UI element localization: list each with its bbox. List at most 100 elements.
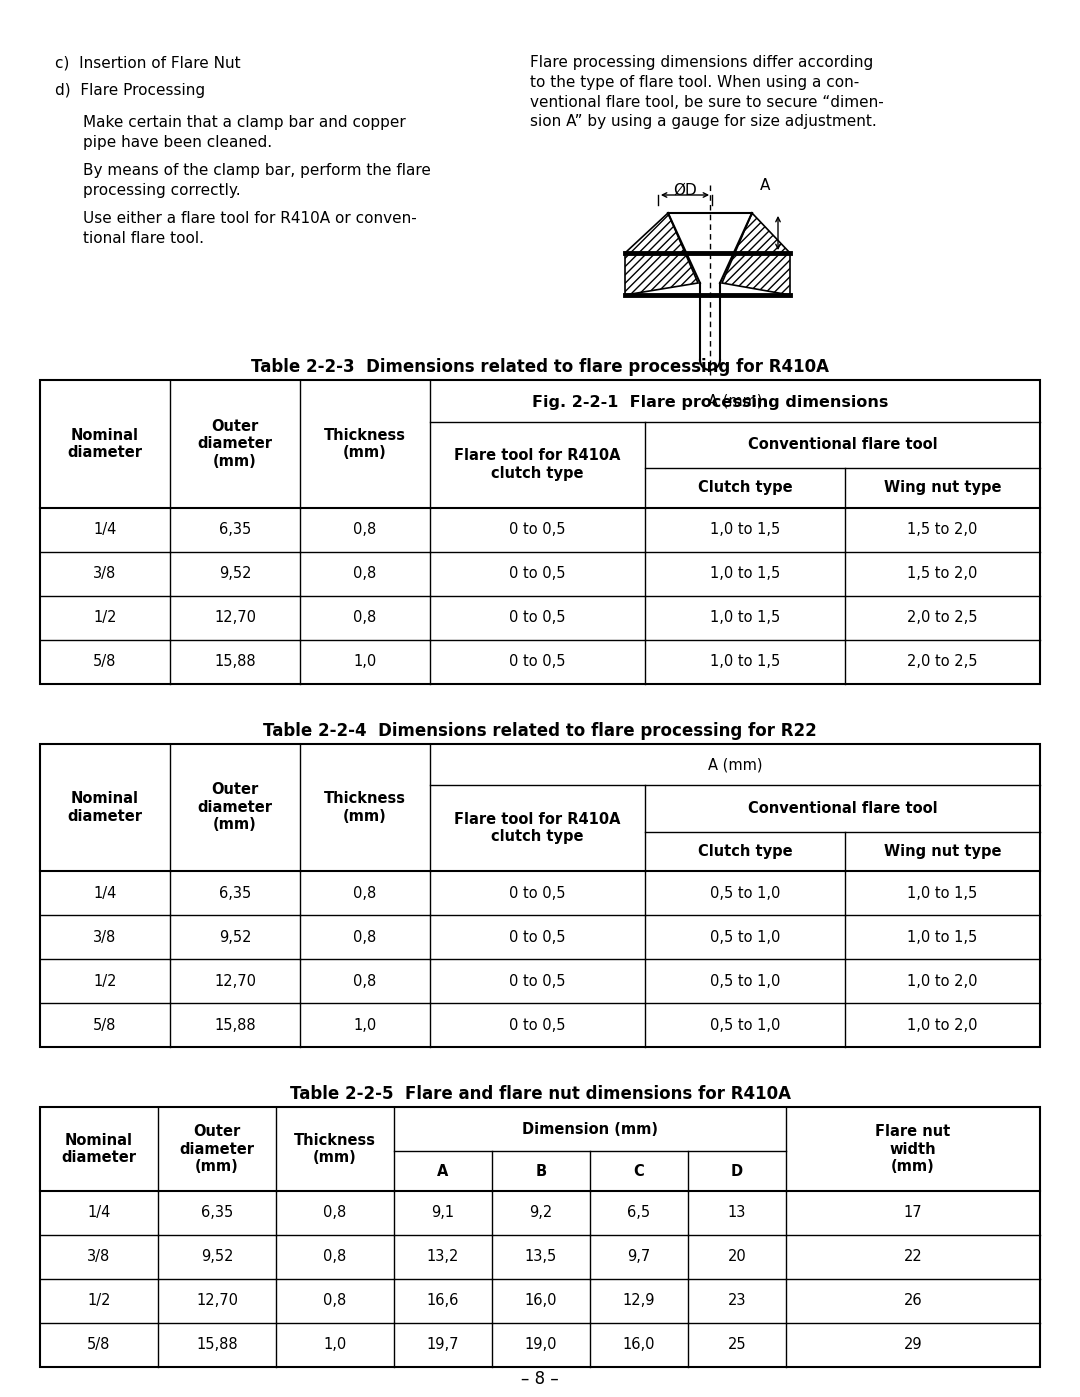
Text: 1,0: 1,0 [353,1017,377,1032]
Text: Flare tool for R410A
clutch type: Flare tool for R410A clutch type [455,812,621,845]
Text: 9,2: 9,2 [529,1206,553,1221]
Text: 1,0 to 1,5: 1,0 to 1,5 [907,929,977,944]
Bar [40,380,1040,683]
Text: 26: 26 [904,1294,922,1309]
Text: 9,7: 9,7 [627,1249,650,1264]
Text: 0,8: 0,8 [323,1294,347,1309]
Text: 1,0 to 1,5: 1,0 to 1,5 [710,654,780,669]
Text: 23: 23 [728,1294,746,1309]
Text: 13,2: 13,2 [427,1249,459,1264]
Text: 20: 20 [728,1249,746,1264]
Text: 2,0 to 2,5: 2,0 to 2,5 [907,654,977,669]
Text: Nominal
diameter: Nominal diameter [62,1133,136,1165]
Text: 0 to 0,5: 0 to 0,5 [510,929,566,944]
Text: Conventional flare tool: Conventional flare tool [747,437,937,453]
Text: 0,5 to 1,0: 0,5 to 1,0 [710,1017,780,1032]
Text: 3/8: 3/8 [93,929,117,944]
Text: c)  Insertion of Flare Nut: c) Insertion of Flare Nut [55,54,241,70]
Text: 1/4: 1/4 [93,886,117,901]
Text: 9,52: 9,52 [219,566,252,581]
Text: Flare processing dimensions differ according
to the type of flare tool. When usi: Flare processing dimensions differ accor… [530,54,883,130]
Text: 1,0 to 1,5: 1,0 to 1,5 [710,522,780,536]
Polygon shape [625,212,698,295]
Text: 9,52: 9,52 [201,1249,233,1264]
Text: 1/2: 1/2 [87,1294,111,1309]
Text: Thickness
(mm): Thickness (mm) [324,427,406,460]
Bar [40,1108,1040,1366]
Text: Clutch type: Clutch type [698,844,793,859]
Text: 12,70: 12,70 [195,1294,238,1309]
Text: 22: 22 [904,1249,922,1264]
Text: A (mm): A (mm) [707,757,762,773]
Text: By means of the clamp bar, perform the flare
processing correctly.: By means of the clamp bar, perform the f… [83,163,431,198]
Text: 0,8: 0,8 [353,566,377,581]
Text: 0,8: 0,8 [353,610,377,624]
Text: 5/8: 5/8 [87,1337,110,1352]
Text: C: C [634,1164,645,1179]
Text: 1,0 to 1,5: 1,0 to 1,5 [710,566,780,581]
Text: 6,35: 6,35 [219,886,252,901]
Polygon shape [723,212,789,295]
Text: Outer
diameter
(mm): Outer diameter (mm) [198,782,272,833]
Text: 1,0 to 1,5: 1,0 to 1,5 [710,610,780,624]
Text: 9,52: 9,52 [219,929,252,944]
Text: 29: 29 [904,1337,922,1352]
Text: 1,5 to 2,0: 1,5 to 2,0 [907,566,977,581]
Text: Flare tool for R410A
clutch type: Flare tool for R410A clutch type [455,448,621,481]
Text: 13: 13 [728,1206,746,1221]
Text: 3/8: 3/8 [93,566,117,581]
Text: A: A [437,1164,448,1179]
Text: 6,35: 6,35 [201,1206,233,1221]
Text: 1/2: 1/2 [93,974,117,989]
Text: 1,0: 1,0 [323,1337,347,1352]
Text: 0 to 0,5: 0 to 0,5 [510,566,566,581]
Text: 0 to 0,5: 0 to 0,5 [510,654,566,669]
Text: – 8 –: – 8 – [522,1370,558,1389]
Text: 16,6: 16,6 [427,1294,459,1309]
Text: 0,5 to 1,0: 0,5 to 1,0 [710,886,780,901]
Text: 1,0 to 1,5: 1,0 to 1,5 [907,886,977,901]
Text: 0,8: 0,8 [323,1249,347,1264]
Text: 1,0 to 2,0: 1,0 to 2,0 [907,974,977,989]
Text: 25: 25 [728,1337,746,1352]
Text: Flare nut
width
(mm): Flare nut width (mm) [876,1125,950,1173]
Text: 9,1: 9,1 [431,1206,455,1221]
Text: 0 to 0,5: 0 to 0,5 [510,974,566,989]
Text: 12,70: 12,70 [214,974,256,989]
Text: 1/4: 1/4 [93,522,117,536]
Text: 0,5 to 1,0: 0,5 to 1,0 [710,929,780,944]
Text: D: D [731,1164,743,1179]
Bar [40,743,1040,1048]
Text: Nominal
diameter: Nominal diameter [67,791,143,824]
Text: Outer
diameter
(mm): Outer diameter (mm) [198,419,272,469]
Text: Conventional flare tool: Conventional flare tool [747,800,937,816]
Text: B: B [536,1164,546,1179]
Text: Thickness
(mm): Thickness (mm) [294,1133,376,1165]
Text: Wing nut type: Wing nut type [883,481,1001,496]
Text: Outer
diameter
(mm): Outer diameter (mm) [179,1125,255,1173]
Text: 5/8: 5/8 [93,654,117,669]
Text: 0,5 to 1,0: 0,5 to 1,0 [710,974,780,989]
Text: Fig. 2-2-1  Flare processing dimensions: Fig. 2-2-1 Flare processing dimensions [531,395,888,409]
Text: 0,8: 0,8 [323,1206,347,1221]
Text: 5/8: 5/8 [93,1017,117,1032]
Text: 19,0: 19,0 [525,1337,557,1352]
Text: 0 to 0,5: 0 to 0,5 [510,886,566,901]
Text: 16,0: 16,0 [525,1294,557,1309]
Text: Clutch type: Clutch type [698,481,793,496]
Text: 6,5: 6,5 [627,1206,650,1221]
Text: 0 to 0,5: 0 to 0,5 [510,522,566,536]
Text: 0,8: 0,8 [353,522,377,536]
Text: 16,0: 16,0 [623,1337,656,1352]
Text: 13,5: 13,5 [525,1249,557,1264]
Text: 0,8: 0,8 [353,886,377,901]
Text: d)  Flare Processing: d) Flare Processing [55,82,205,98]
Text: 0 to 0,5: 0 to 0,5 [510,1017,566,1032]
Text: 0,8: 0,8 [353,974,377,989]
Text: Make certain that a clamp bar and copper
pipe have been cleaned.: Make certain that a clamp bar and copper… [83,115,406,149]
Text: Table 2-2-3  Dimensions related to flare processing for R410A: Table 2-2-3 Dimensions related to flare … [251,358,829,376]
Text: A (mm): A (mm) [707,394,762,408]
Text: 1,0: 1,0 [353,654,377,669]
Text: Dimension (mm): Dimension (mm) [522,1122,658,1137]
Text: 1,5 to 2,0: 1,5 to 2,0 [907,522,977,536]
